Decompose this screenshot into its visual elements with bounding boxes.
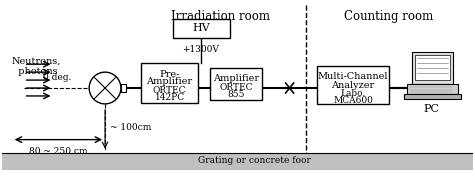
Text: Grating or concrete foor: Grating or concrete foor [199,156,311,165]
Bar [317,66,389,104]
Bar [404,94,461,99]
Text: 80 ~ 250 cm: 80 ~ 250 cm [29,147,88,155]
Bar [210,68,262,100]
Text: ORTEC: ORTEC [219,83,253,92]
Text: Counting room: Counting room [344,10,434,23]
Text: Labo.: Labo. [341,89,366,98]
Bar [141,63,198,103]
Bar [172,19,230,38]
Bar [2,153,473,170]
Bar [415,55,450,80]
Text: Pre-: Pre- [159,70,180,79]
Text: ORTEC: ORTEC [153,86,186,95]
Text: Multi-Channel: Multi-Channel [318,72,389,81]
Text: +1300V: +1300V [182,45,218,54]
Text: MCA600: MCA600 [333,96,373,105]
Text: Analyzer: Analyzer [332,81,375,90]
Text: 855: 855 [227,90,245,99]
Bar [121,84,126,92]
Text: ~ 100cm: ~ 100cm [110,123,152,132]
Text: PC: PC [424,104,439,114]
Text: Amplifier: Amplifier [213,74,259,83]
Bar [407,84,458,94]
Text: Amplifier: Amplifier [146,77,192,86]
Text: 142PC: 142PC [154,93,185,102]
Text: Irradiation room: Irradiation room [171,10,270,23]
Circle shape [89,72,121,104]
Text: 0 deg.: 0 deg. [43,73,72,82]
Text: HV: HV [192,24,210,33]
Bar [412,52,453,84]
Text: Neutrons,
  photons: Neutrons, photons [12,56,61,76]
